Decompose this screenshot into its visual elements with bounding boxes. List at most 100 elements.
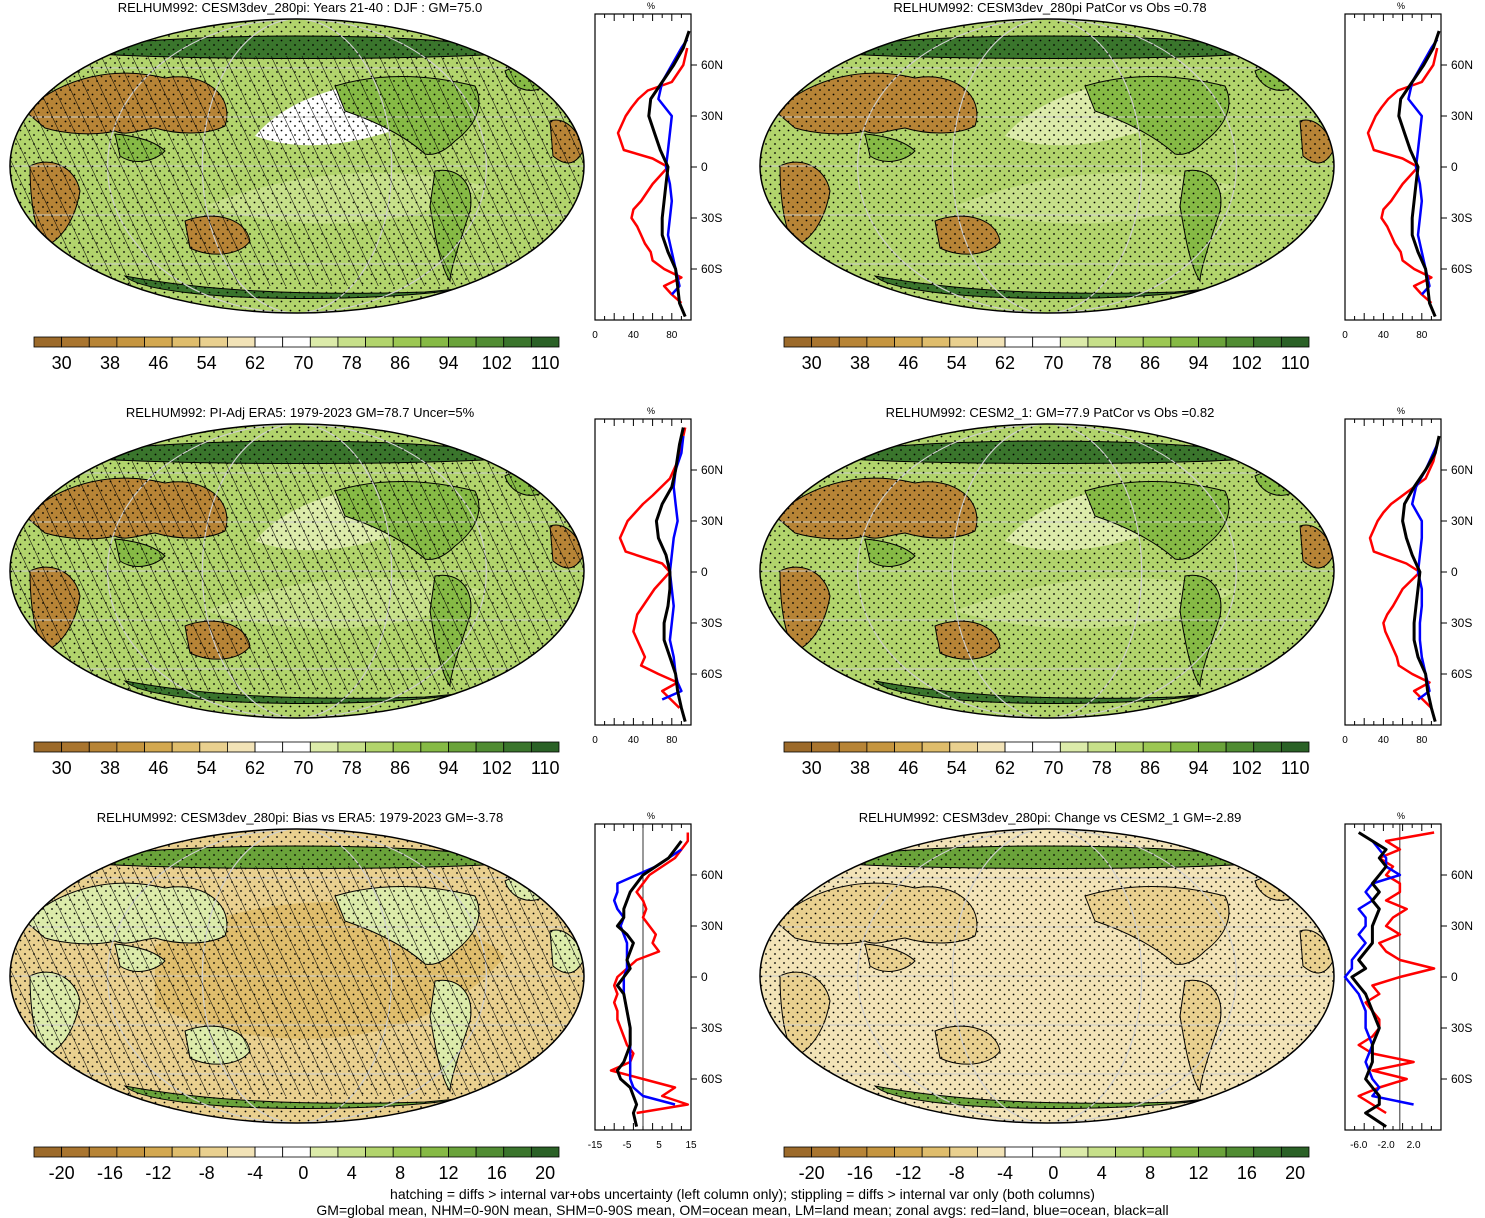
stippling — [10, 424, 584, 718]
colorbar-swatch — [1115, 336, 1144, 348]
x-tick-label: 80 — [1416, 735, 1428, 746]
x-tick-label: 40 — [1378, 735, 1390, 746]
y-tick-label: 60N — [701, 868, 723, 882]
panel-title: RELHUM992: CESM3dev_280pi PatCor vs Obs … — [893, 0, 1207, 15]
zonal-mean-plot: % 60N 30N 0 30S 60S 0 40 80 — [1342, 406, 1473, 746]
map-border — [9, 828, 585, 1124]
colorbar-swatch — [1253, 1146, 1282, 1158]
colorbar-swatch — [866, 336, 895, 348]
colorbar-label: -20 — [799, 1163, 825, 1183]
colorbar-swatch — [144, 1146, 173, 1158]
colorbar-swatch — [365, 336, 394, 348]
map-field — [10, 19, 584, 313]
colorbar-swatch — [282, 336, 311, 348]
zonal-series-all — [1350, 831, 1388, 1128]
colorbar-label: 110 — [531, 758, 560, 778]
stippling — [10, 829, 584, 1123]
colorbar-label: -8 — [199, 1163, 215, 1183]
colorbar-swatch — [1170, 741, 1199, 753]
zonal-title: % — [647, 811, 655, 821]
colorbar-swatch — [811, 336, 840, 348]
colorbar-swatch — [116, 741, 145, 753]
colorbar-label: 62 — [995, 758, 1015, 778]
zonal-title: % — [647, 1, 655, 11]
colorbar-swatch — [420, 336, 449, 348]
colorbar-label: 0 — [1048, 1163, 1058, 1183]
y-tick-label: 30N — [701, 514, 723, 528]
colorbar-swatch — [1115, 741, 1144, 753]
zonal-series-all — [615, 840, 683, 1127]
y-tick-label: 60S — [1451, 1072, 1472, 1086]
colorbar-label: 20 — [535, 1163, 555, 1183]
colorbar-swatch — [448, 741, 477, 753]
colorbar-swatch — [1004, 741, 1034, 753]
colorbar-swatch — [1280, 1146, 1310, 1158]
zonal-series-all — [654, 427, 687, 723]
colorbar-swatch — [171, 1146, 201, 1158]
colorbar: -20 -16 -12 -8 -4 0 4 8 12 16 20 — [33, 1146, 560, 1183]
colorbar-label: 4 — [347, 1163, 357, 1183]
colorbar-label: 12 — [438, 1163, 458, 1183]
colorbar-swatch — [894, 1146, 923, 1158]
colorbar-label: 78 — [1092, 353, 1112, 373]
x-tick-label: -5 — [623, 1140, 632, 1151]
colorbar-swatch — [337, 336, 366, 348]
colorbar: 30 38 46 54 62 70 78 86 94 102 110 — [33, 741, 560, 778]
zonal-series-ocean — [612, 848, 683, 1106]
zonal-mean-plot: % 60N 30N 0 30S 60S 0 40 80 — [1342, 1, 1473, 341]
colorbar-swatch — [1115, 1146, 1144, 1158]
colorbar-swatch — [1004, 1146, 1034, 1158]
colorbar-label: 54 — [947, 353, 967, 373]
colorbar-label: 110 — [1281, 758, 1310, 778]
zonal-title: % — [647, 406, 655, 416]
y-tick-label: 30N — [1451, 919, 1473, 933]
colorbar-label: 86 — [1140, 353, 1160, 373]
colorbar-swatch — [811, 1146, 840, 1158]
colorbar-label: 46 — [898, 353, 918, 373]
colorbar-swatch — [949, 1146, 978, 1158]
x-tick-label: 80 — [1416, 330, 1428, 341]
colorbar-swatch — [977, 1146, 1006, 1158]
y-tick-label: 30S — [701, 1021, 722, 1035]
colorbar-label: 110 — [531, 353, 560, 373]
y-tick-label: 30S — [701, 211, 722, 225]
colorbar-label: 94 — [438, 353, 458, 373]
y-tick-label: 60S — [701, 262, 722, 276]
y-tick-label: 60S — [701, 1072, 722, 1086]
colorbar: 30 38 46 54 62 70 78 86 94 102 110 — [783, 336, 1310, 373]
y-tick-label: 60N — [1451, 58, 1473, 72]
colorbar-swatch — [921, 741, 951, 753]
zonal-mean-plot: % 60N 30N 0 30S 60S 0 40 80 — [592, 1, 723, 341]
colorbar-label: 16 — [1237, 1163, 1257, 1183]
colorbar-swatch — [116, 1146, 145, 1158]
colorbar-label: 38 — [100, 758, 120, 778]
colorbar-swatch — [88, 336, 118, 348]
map-field — [10, 829, 584, 1123]
colorbar-label: 8 — [395, 1163, 405, 1183]
colorbar-swatch — [365, 741, 394, 753]
colorbar-swatch — [254, 1146, 284, 1158]
colorbar-swatch — [1032, 741, 1061, 753]
y-tick-label: 60N — [1451, 463, 1473, 477]
colorbar-label: -8 — [949, 1163, 965, 1183]
zonal-series-ocean — [1343, 840, 1414, 1106]
colorbar-swatch — [1059, 336, 1089, 348]
stippling — [760, 829, 1334, 1123]
panel-title: RELHUM992: CESM2_1: GM=77.9 PatCor vs Ob… — [885, 405, 1215, 420]
colorbar-swatch — [977, 741, 1006, 753]
colorbar-swatch — [921, 336, 951, 348]
colorbar-swatch — [1087, 1146, 1116, 1158]
colorbar-swatch — [61, 741, 90, 753]
y-tick-label: 60S — [1451, 667, 1472, 681]
colorbar-swatch — [949, 336, 978, 348]
colorbar-swatch — [503, 336, 532, 348]
colorbar-label: 20 — [1285, 1163, 1305, 1183]
colorbar-label: 54 — [947, 758, 967, 778]
colorbar-label: 110 — [1281, 353, 1310, 373]
colorbar-swatch — [1142, 336, 1172, 348]
colorbar-swatch — [1198, 1146, 1227, 1158]
colorbar-label: -20 — [49, 1163, 75, 1183]
x-tick-label: 2.0 — [1407, 1140, 1421, 1151]
colorbar-label: 102 — [1232, 353, 1262, 373]
panel-title: RELHUM992: CESM3dev_280pi: Years 21-40 :… — [117, 0, 483, 15]
